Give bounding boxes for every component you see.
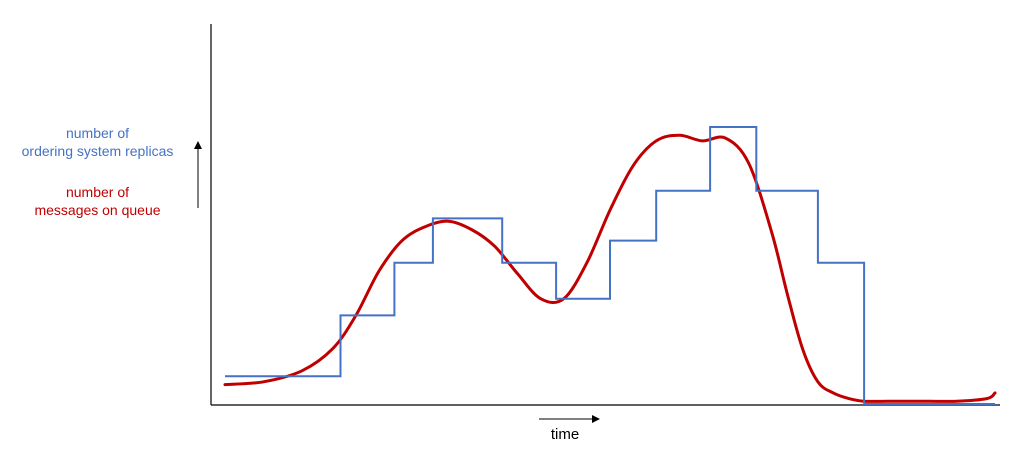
legend-label-messages-line2: messages on queue bbox=[34, 202, 161, 218]
series-line-messages bbox=[223, 133, 997, 403]
legend-label-messages: number of messages on queue bbox=[10, 183, 185, 219]
legend-label-replicas-line1: number of bbox=[65, 125, 130, 141]
legend-label-replicas-line2: ordering system replicas bbox=[21, 143, 174, 159]
x-axis-label: time bbox=[550, 426, 580, 443]
series-line-replicas bbox=[225, 126, 995, 405]
legend-label-replicas: number of ordering system replicas bbox=[10, 124, 185, 160]
legend-label-messages-line1: number of bbox=[65, 184, 130, 200]
